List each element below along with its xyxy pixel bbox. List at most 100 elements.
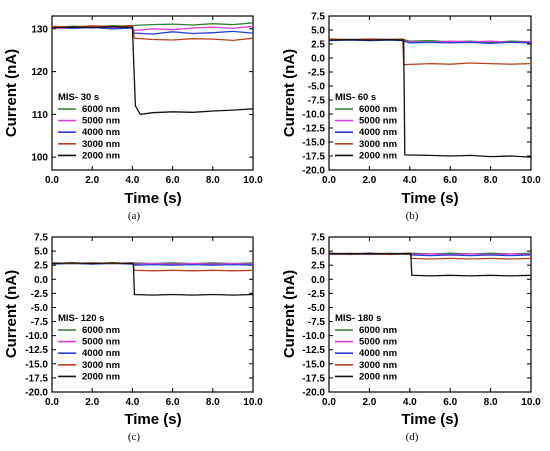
x-tick-label: 6.0 [443, 175, 457, 186]
y-tick-label: 7.5 [311, 12, 325, 23]
y-tick-label: -7.5 [308, 317, 326, 328]
legend-entry: 3000 nm [82, 360, 120, 371]
x-tick-label: 0.0 [322, 175, 336, 186]
y-tick-label: 5.0 [311, 26, 325, 37]
y-tick-label: 2.5 [311, 261, 325, 272]
panel-caption: (a) [128, 210, 141, 222]
x-tick-label: 4.0 [403, 397, 417, 408]
y-tick-label: -5.0 [31, 303, 49, 314]
y-tick-label: -7.5 [31, 317, 49, 328]
x-tick-label: 10.0 [243, 175, 263, 186]
y-tick-label: -12.5 [25, 345, 48, 356]
x-tick-label: 4.0 [125, 397, 139, 408]
legend-title: MIS- 120 s [58, 313, 104, 324]
series-line-2000-nm [328, 252, 532, 277]
legend-title: MIS- 60 s [335, 92, 376, 103]
x-tick-label: 4.0 [125, 175, 139, 186]
y-tick-label: -15.0 [302, 359, 325, 370]
legend-entry: 2000 nm [82, 371, 120, 382]
y-tick-label: -12.5 [302, 345, 325, 356]
legend-title: MIS- 180 s [335, 313, 381, 324]
x-tick-label: 2.0 [362, 397, 376, 408]
x-tick-label: 2.0 [85, 175, 99, 186]
legend-entry: 6000 nm [359, 104, 397, 115]
plot-frame [328, 236, 532, 393]
x-tick-label: 8.0 [484, 397, 498, 408]
x-tick-label: 8.0 [484, 175, 498, 186]
chart-panel-a: 0.0 2.0 4.0 6.0 8.0 10.0 100 110 120 130 Time (s) C… [3, 15, 263, 222]
legend-entry: 4000 nm [82, 348, 120, 359]
x-axis-label: Time (s) [401, 411, 458, 428]
y-tick-label: -17.5 [302, 373, 325, 384]
panel-caption: (b) [406, 210, 419, 222]
legend-entry: 3000 nm [82, 139, 120, 150]
y-tick-label: -10.0 [302, 331, 325, 342]
legend-entry: 5000 nm [82, 337, 120, 348]
chart-panel-d: 0.0 2.0 4.0 6.0 8.0 10.0 -20.0 -17.5 -15.0 -12.5 -… [281, 233, 541, 444]
y-tick-label: 130 [31, 24, 48, 35]
y-tick-label: -20.0 [302, 166, 325, 177]
x-tick-label: 10.0 [243, 397, 263, 408]
legend-entry: 5000 nm [82, 116, 120, 127]
x-tick-label: 6.0 [166, 175, 180, 186]
y-tick-label: 100 [31, 153, 48, 164]
y-axis-label: Current (nA) [3, 270, 20, 358]
series-line-2000-nm [328, 38, 532, 158]
y-axis-label: Current (nA) [281, 49, 298, 137]
y-tick-label: 7.5 [311, 233, 325, 244]
y-tick-label: -15.0 [302, 138, 325, 149]
plot-frame [51, 15, 254, 171]
series-line-3000-nm [328, 38, 532, 66]
y-tick-label: 120 [31, 67, 48, 78]
x-axis-label: Time (s) [124, 190, 181, 207]
legend-entry: 3000 nm [359, 139, 397, 150]
x-tick-label: 0.0 [45, 175, 59, 186]
x-tick-label: 4.0 [403, 175, 417, 186]
y-tick-label: -2.5 [31, 289, 49, 300]
y-tick-label: -20.0 [25, 388, 48, 399]
y-tick-label: -17.5 [25, 373, 48, 384]
y-tick-label: 0.0 [311, 54, 325, 65]
legend-entry: 5000 nm [359, 116, 397, 127]
x-tick-label: 8.0 [206, 175, 220, 186]
y-tick-label: -10.0 [25, 331, 48, 342]
y-tick-label: 7.5 [34, 233, 48, 244]
panel-caption: (c) [128, 431, 141, 443]
x-tick-label: 0.0 [45, 397, 59, 408]
legend-entry: 2000 nm [82, 150, 120, 161]
legend-entry: 3000 nm [359, 360, 397, 371]
y-tick-label: 0.0 [311, 275, 325, 286]
y-axis-label: Current (nA) [281, 270, 298, 358]
legend-entry: 6000 nm [359, 325, 397, 336]
x-tick-label: 6.0 [166, 397, 180, 408]
legend-entry: 4000 nm [359, 127, 397, 138]
x-tick-label: 8.0 [206, 397, 220, 408]
legend-entry: 6000 nm [82, 325, 120, 336]
y-tick-label: 5.0 [34, 247, 48, 258]
panel-caption: (d) [406, 431, 419, 443]
x-tick-label: 6.0 [443, 397, 457, 408]
legend-entry: 4000 nm [359, 348, 397, 359]
y-tick-label: -2.5 [308, 68, 326, 79]
y-tick-label: -5.0 [308, 303, 326, 314]
plot-frame [51, 236, 254, 393]
y-tick-label: 2.5 [311, 40, 325, 51]
y-tick-label: -12.5 [302, 124, 325, 135]
x-tick-label: 2.0 [362, 175, 376, 186]
series-line-2000-nm [51, 26, 254, 116]
x-tick-label: 0.0 [322, 397, 336, 408]
x-axis-label: Time (s) [401, 190, 458, 207]
y-tick-label: 0.0 [34, 275, 48, 286]
chart-panel-c: 0.0 2.0 4.0 6.0 8.0 10.0 -20.0 -17.5 -15.0 -12.5 -… [3, 233, 263, 444]
y-tick-label: 5.0 [311, 247, 325, 258]
y-tick-label: -17.5 [302, 152, 325, 163]
legend-entry: 4000 nm [82, 127, 120, 138]
chart-panel-b: 0.0 2.0 4.0 6.0 8.0 10.0 -20.0 -17.5 -15.0 -12.5 -… [281, 12, 541, 223]
legend-entry: 6000 nm [82, 104, 120, 115]
y-tick-label: -10.0 [302, 110, 325, 121]
y-tick-label: -15.0 [25, 359, 48, 370]
x-tick-label: 10.0 [521, 397, 541, 408]
y-tick-label: -7.5 [308, 96, 326, 107]
